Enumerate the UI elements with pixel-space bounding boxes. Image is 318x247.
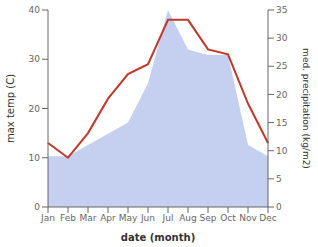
svg-text:40: 40 (29, 5, 41, 15)
svg-text:10: 10 (276, 146, 288, 156)
svg-text:Aug: Aug (179, 213, 197, 223)
svg-text:20: 20 (276, 90, 288, 100)
svg-text:med. precipitation (kg/m2): med. precipitation (kg/m2) (301, 48, 310, 169)
svg-text:Jul: Jul (162, 213, 174, 223)
svg-text:35: 35 (276, 5, 287, 15)
svg-text:Dec: Dec (259, 213, 276, 223)
svg-text:30: 30 (29, 54, 41, 64)
svg-text:15: 15 (276, 118, 287, 128)
svg-text:Mar: Mar (80, 213, 97, 223)
svg-text:max temp (C): max temp (C) (8, 74, 16, 143)
svg-text:Oct: Oct (220, 213, 236, 223)
svg-text:0: 0 (34, 202, 40, 212)
svg-text:10: 10 (29, 153, 41, 163)
svg-text:20: 20 (29, 104, 41, 114)
svg-text:Nov: Nov (239, 213, 257, 223)
svg-text:Sep: Sep (200, 213, 217, 223)
svg-text:30: 30 (276, 33, 288, 43)
svg-text:25: 25 (276, 61, 287, 71)
svg-text:May: May (119, 213, 138, 223)
svg-text:date (month): date (month) (121, 232, 195, 243)
svg-text:Apr: Apr (100, 213, 116, 223)
svg-text:Feb: Feb (60, 213, 76, 223)
svg-text:0: 0 (276, 202, 282, 212)
svg-text:5: 5 (276, 174, 282, 184)
svg-text:Jan: Jan (40, 213, 55, 223)
svg-text:Jun: Jun (140, 213, 155, 223)
